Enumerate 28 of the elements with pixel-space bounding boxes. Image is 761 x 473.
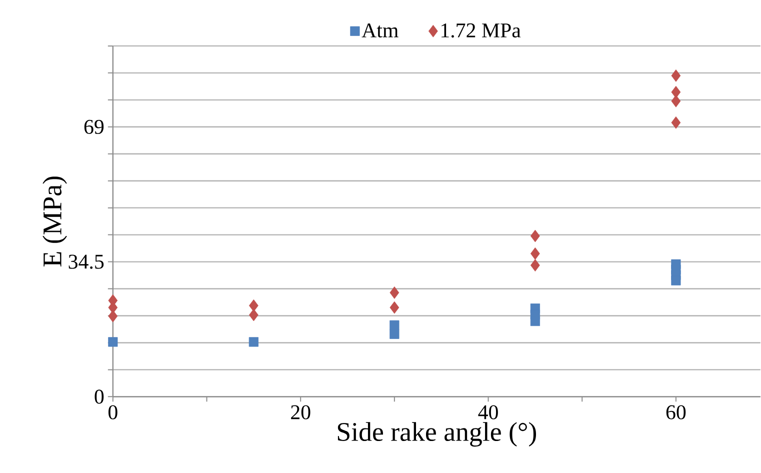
point (530, 316, 540, 326)
x-tick-label: 20 (291, 405, 310, 420)
point (390, 286, 400, 300)
point (390, 330, 400, 340)
point (248, 308, 258, 322)
y-tick-label: 69 (84, 120, 104, 134)
x-tick-label: 0 (108, 405, 118, 420)
point (390, 302, 400, 314)
point (671, 95, 681, 108)
point (671, 70, 681, 82)
x-axis-title: Side rake angle (°) (338, 422, 536, 447)
point (671, 276, 681, 286)
y-tick-label: 34.5 (68, 254, 104, 270)
point (248, 300, 258, 312)
x-tick-label: 60 (666, 405, 686, 420)
point (671, 116, 681, 129)
x-tick-label: 40 (478, 405, 498, 420)
point (390, 320, 400, 330)
point (530, 259, 540, 272)
y-tick-label: 0 (94, 390, 104, 404)
point (530, 248, 540, 260)
legend-label: 1.72 MPa (442, 24, 521, 38)
point (108, 310, 118, 323)
point (248, 337, 258, 347)
point (530, 230, 540, 242)
legend-label: Atm (362, 24, 398, 38)
y-axis-title: E (MPa) (42, 176, 67, 267)
point (108, 337, 118, 347)
